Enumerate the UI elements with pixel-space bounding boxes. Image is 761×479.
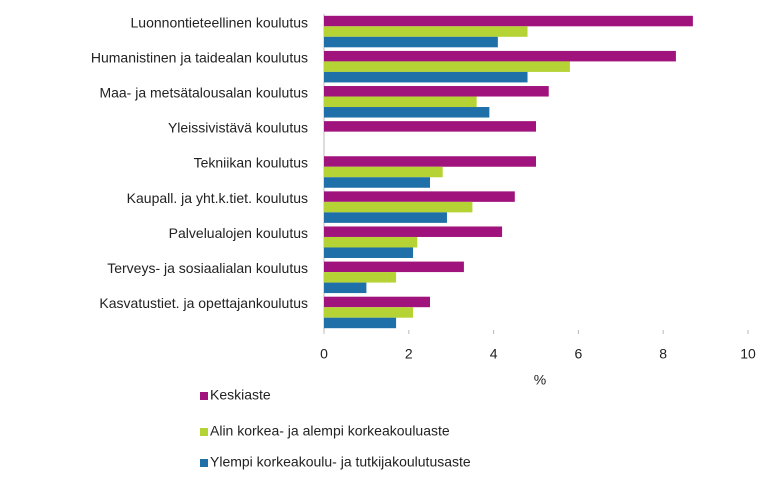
bar [324, 50, 676, 62]
legend-label: Alin korkea- ja alempi korkeakouluaste [210, 423, 450, 439]
y-tick-label: Palvelualojen koulutus [169, 225, 308, 241]
bar [324, 121, 536, 132]
bar [324, 15, 693, 27]
bar [324, 86, 549, 97]
y-tick-label: Maa- ja metsätalousalan koulutus [99, 84, 308, 100]
bar [324, 166, 443, 178]
bar [324, 191, 515, 202]
bar [324, 201, 473, 213]
bar [324, 236, 418, 248]
x-tick-label: 6 [575, 346, 583, 362]
x-tick-label: 10 [740, 346, 756, 362]
x-tick-label: 0 [320, 346, 328, 362]
y-tick-label: Yleissivistävä koulutus [168, 120, 308, 136]
bar [324, 96, 477, 108]
legend-label: Ylempi korkeakoulu- ja tutkijakoulutusas… [210, 454, 471, 470]
x-tick-label: 8 [659, 346, 667, 362]
x-axis-label: % [534, 372, 546, 388]
y-tick-label: Luonnontieteellinen koulutus [131, 14, 308, 30]
bar [324, 226, 503, 237]
x-tick-label: 4 [490, 346, 498, 362]
bar [324, 26, 528, 37]
legend-label: Keskiaste [210, 387, 271, 403]
legend-swatch [200, 459, 208, 467]
y-tick-label: Kasvatustiet. ja opettajankoulutus [99, 295, 308, 311]
y-tick-label: Tekniikan koulutus [194, 155, 308, 171]
bar [324, 247, 414, 258]
y-tick-label: Humanistinen ja taidealan koulutus [91, 49, 308, 65]
bar [324, 156, 536, 167]
bar [324, 107, 490, 118]
bar [324, 296, 430, 308]
bar [324, 282, 367, 294]
y-tick-label: Terveys- ja sosiaalialan koulutus [107, 260, 308, 276]
bar [324, 317, 397, 329]
bar [324, 272, 397, 283]
bar [324, 307, 414, 318]
bar [324, 71, 528, 83]
legend-swatch [200, 392, 208, 400]
bar [324, 61, 570, 72]
bar [324, 261, 464, 273]
x-tick-label: 2 [405, 346, 413, 362]
bar [324, 177, 430, 188]
bar [324, 36, 498, 48]
bar [324, 212, 447, 223]
y-tick-label: Kaupall. ja yht.k.tiet. koulutus [127, 190, 308, 206]
legend-swatch [200, 428, 208, 436]
